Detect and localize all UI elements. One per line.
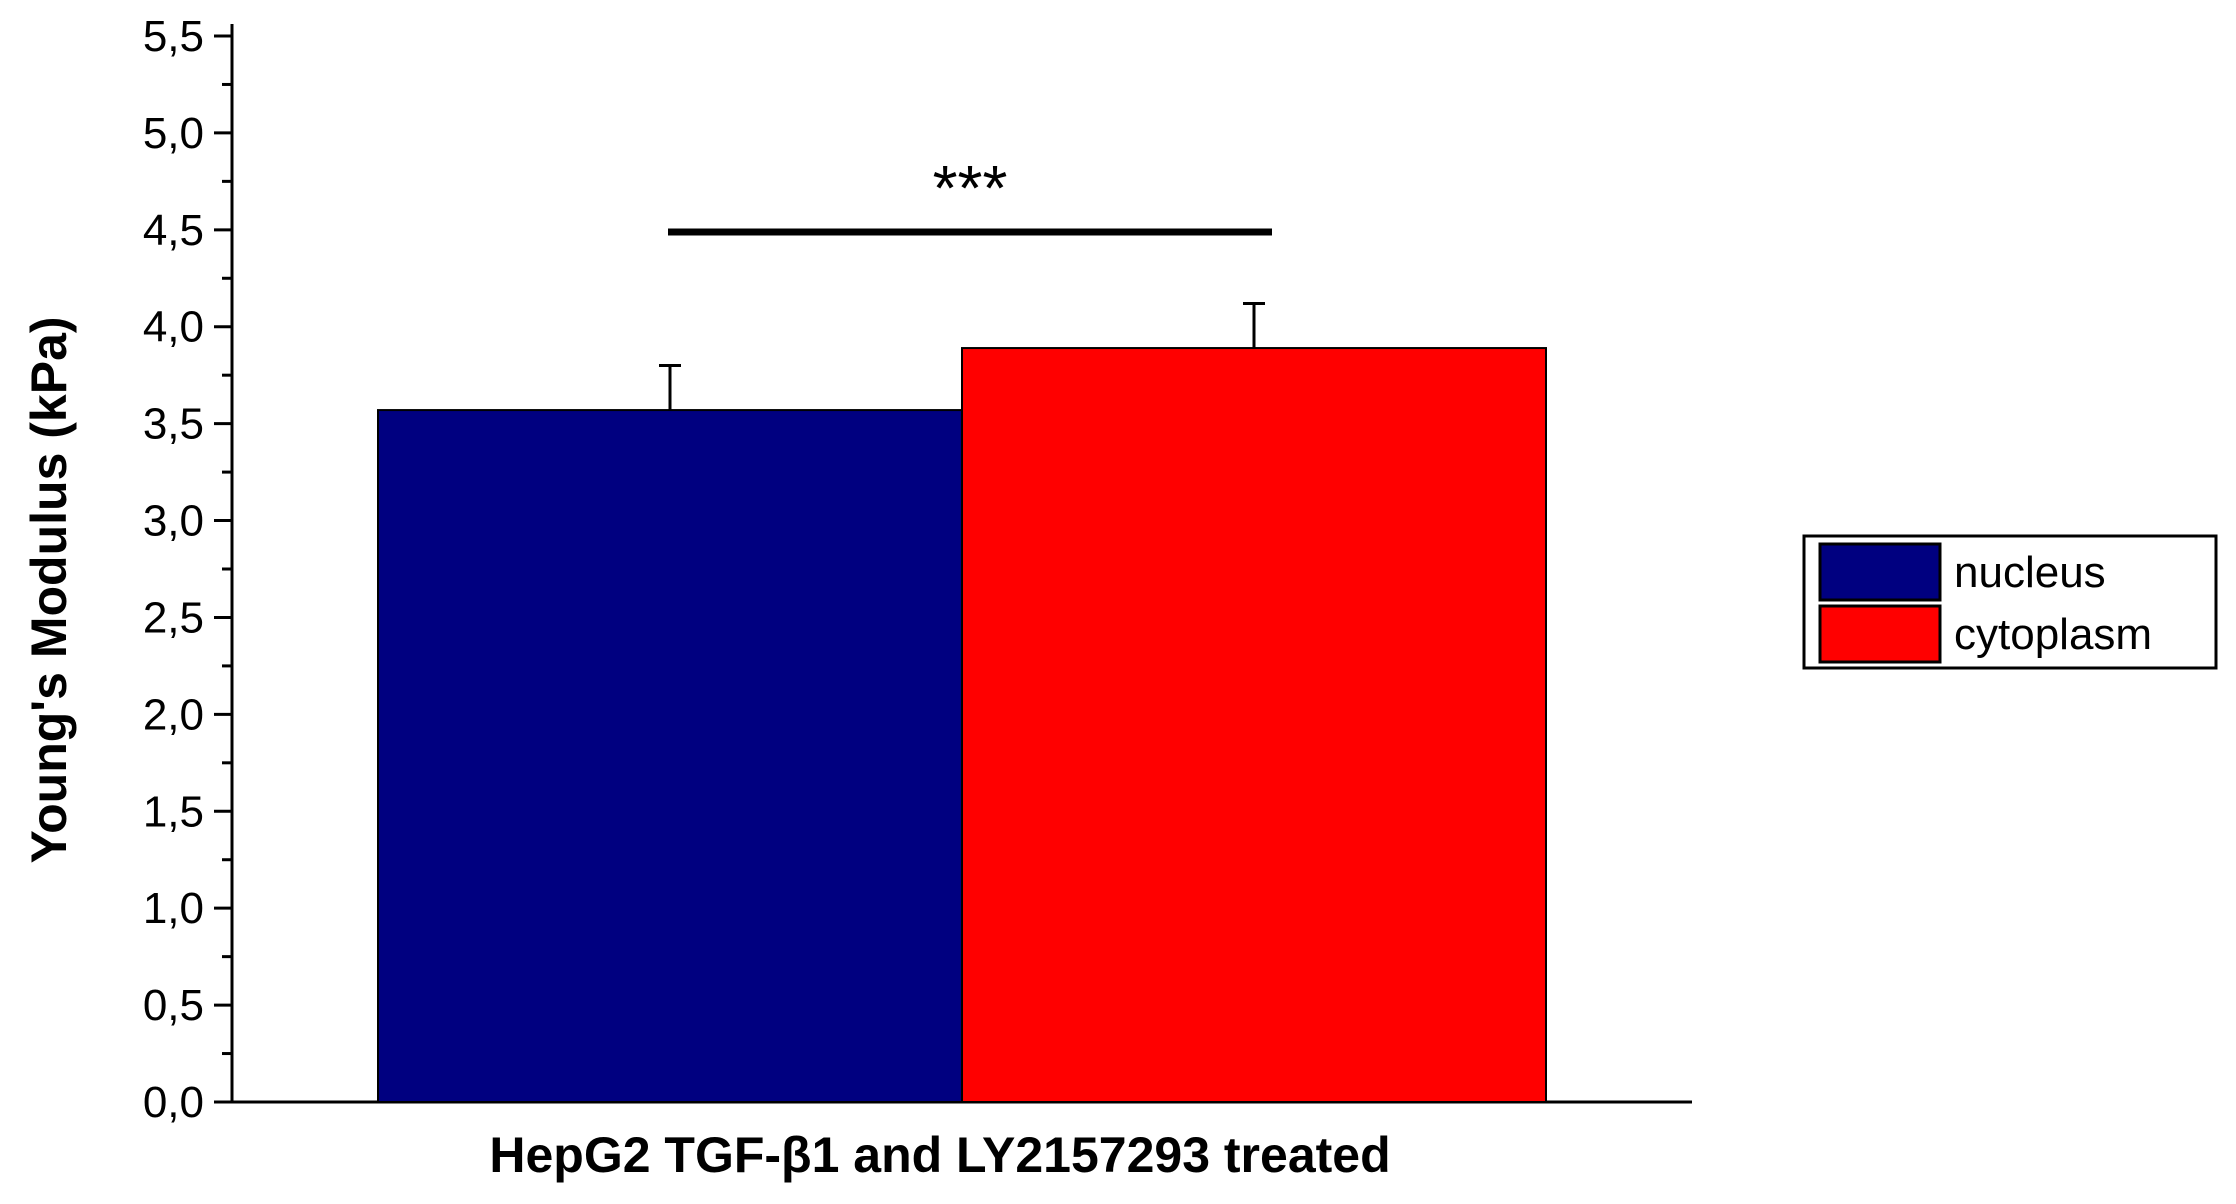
y-tick-label: 0,0 (143, 1078, 204, 1127)
legend-swatch-cytoplasm (1818, 604, 1942, 664)
y-tick-label: 1,0 (143, 884, 204, 933)
bar-nucleus (377, 409, 963, 1103)
significance-annotation: *** (668, 152, 1272, 236)
legend-swatch-nucleus (1818, 542, 1942, 602)
y-tick-label: 0,5 (143, 981, 204, 1030)
y-tick-label: 1,5 (143, 787, 204, 836)
y-tick-label: 2,5 (143, 593, 204, 642)
y-tick-label: 3,0 (143, 497, 204, 546)
significance-label: *** (933, 152, 1008, 224)
bars (377, 347, 1547, 1103)
y-tick-label: 5,0 (143, 109, 204, 158)
y-tick-label: 4,0 (143, 303, 204, 352)
bar-cytoplasm (961, 347, 1547, 1103)
y-tick-label: 5,5 (143, 12, 204, 61)
y-tick-label: 3,5 (143, 400, 204, 449)
legend-label-cytoplasm: cytoplasm (1954, 610, 2152, 659)
y-axis: 0,0 0,5 1,0 1,5 2,0 2,5 3,0 3,5 4,0 4,5 5,0 5,5 (143, 12, 234, 1127)
legend: nucleus cytoplasm (1802, 534, 2218, 670)
legend-label-nucleus: nucleus (1954, 548, 2106, 597)
y-tick-label: 2,0 (143, 690, 204, 739)
error-bars (659, 301, 1265, 411)
y-tick-label: 4,5 (143, 206, 204, 255)
y-axis-title: Young's Modulus (kPa) (21, 316, 77, 863)
x-axis-title: HepG2 TGF-β1 and LY2157293 treated (489, 1127, 1390, 1183)
